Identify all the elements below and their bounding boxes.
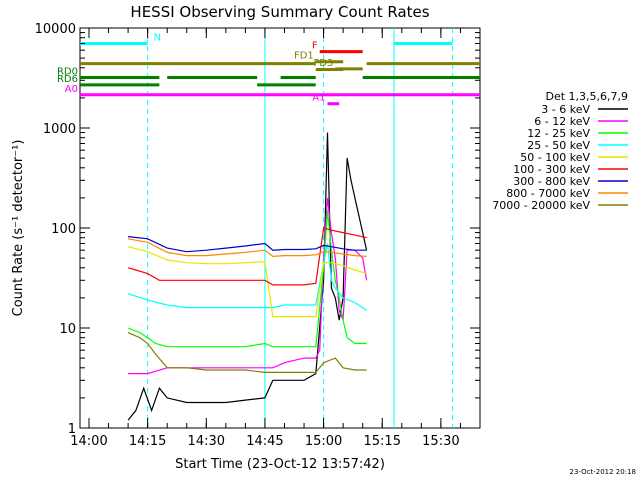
legend-label: 25 - 50 keV: [527, 139, 590, 152]
series-line: [127, 132, 368, 421]
legend-label: 100 - 300 keV: [513, 163, 590, 176]
x-axis: 14:00 14:15 14:30 14:45 15:00 15:15 15:30: [70, 28, 481, 449]
y-tick-label: 10: [59, 322, 76, 337]
x-tick-label: 14:00: [70, 434, 107, 449]
flag-label: RD0: [57, 66, 78, 77]
series-lines: [127, 132, 368, 421]
series-line: [127, 238, 367, 258]
y-tick-label: 1000: [43, 122, 76, 137]
chart-title: HESSI Observing Summary Count Rates: [130, 3, 429, 21]
x-tick-label: 14:45: [246, 434, 283, 449]
flag-label: N: [154, 32, 161, 43]
series-line: [127, 332, 367, 373]
legend-label: 3 - 6 keV: [541, 103, 590, 116]
x-tick-label: 14:15: [129, 434, 166, 449]
y-axis-label: Count Rate (s⁻¹ detector⁻¹): [11, 140, 26, 317]
series-line: [127, 243, 367, 311]
flag-label: FD3: [313, 58, 333, 69]
y-tick-label: 10000: [35, 22, 76, 37]
x-tick-label: 15:00: [305, 434, 342, 449]
y-tick-label: 100: [51, 222, 76, 237]
flag-label: A1: [312, 93, 325, 104]
plot-frame: [79, 27, 481, 429]
legend-label: 800 - 7000 keV: [506, 187, 590, 200]
x-axis-label: Start Time (23-Oct-12 13:57:42): [175, 457, 385, 472]
series-line: [127, 246, 367, 318]
footer-stamp: 23-Oct-2012 20:18: [570, 468, 636, 476]
series-line: [127, 227, 367, 286]
legend-label: 7000 - 20000 keV: [492, 199, 590, 212]
flag-label: RD6: [57, 74, 78, 85]
series-line: [128, 197, 368, 375]
series-line: [128, 236, 367, 253]
legend-title: Det 1,3,5,6,7,9: [545, 90, 628, 103]
flag-label: A0: [65, 84, 78, 95]
x-tick-label: 14:30: [188, 434, 225, 449]
legend-label: 50 - 100 keV: [520, 151, 590, 164]
flag-label: FD1: [294, 51, 314, 62]
series-line: [127, 210, 367, 348]
y-axis: 1 10 100 1000 10000: [35, 22, 480, 437]
x-tick-label: 15:15: [364, 434, 401, 449]
legend-label: 6 - 12 keV: [534, 115, 590, 128]
y-tick-label: 1: [68, 422, 76, 437]
legend-label: 12 - 25 keV: [527, 127, 590, 140]
flag-label: F: [312, 41, 318, 52]
x-tick-label: 15:30: [422, 434, 459, 449]
legend-label: 300 - 800 keV: [513, 175, 590, 188]
